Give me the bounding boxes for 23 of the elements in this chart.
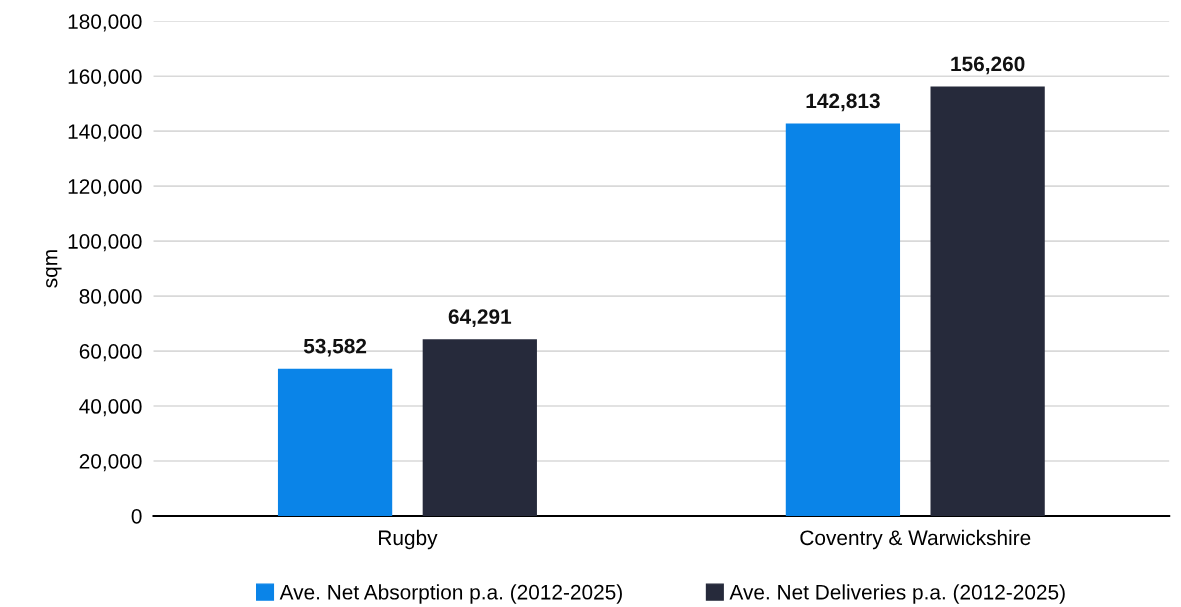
data-label: 156,260 <box>951 56 1025 75</box>
y-tick-label: 100,000 <box>68 234 142 252</box>
y-tick-label: 40,000 <box>79 399 142 417</box>
legend-label: Ave. Net Deliveries p.a. (2012-2025) <box>729 584 1065 604</box>
y-axis-title: sqm <box>46 250 62 288</box>
bar <box>422 339 537 516</box>
y-tick-label: 80,000 <box>79 289 142 307</box>
data-label: 53,582 <box>303 338 367 357</box>
y-tick-label: 20,000 <box>79 453 142 472</box>
y-tick-label: 0 <box>131 508 142 524</box>
x-tick-label: Coventry & Warwickshire <box>800 529 1031 550</box>
y-tick-label: 160,000 <box>68 69 142 87</box>
bar <box>785 123 901 516</box>
y-tick-label: 120,000 <box>68 179 142 197</box>
data-label: 142,813 <box>806 93 880 112</box>
bar <box>930 86 1045 516</box>
legend-label: Ave. Net Absorption p.a. (2012-2025) <box>279 584 622 604</box>
data-label: 64,291 <box>448 309 512 328</box>
bar <box>277 368 393 516</box>
x-tick-label: Rugby <box>379 529 438 550</box>
y-tick-label: 140,000 <box>68 124 142 142</box>
y-tick-label: 60,000 <box>79 344 142 362</box>
y-tick-label: 180,000 <box>68 14 142 32</box>
